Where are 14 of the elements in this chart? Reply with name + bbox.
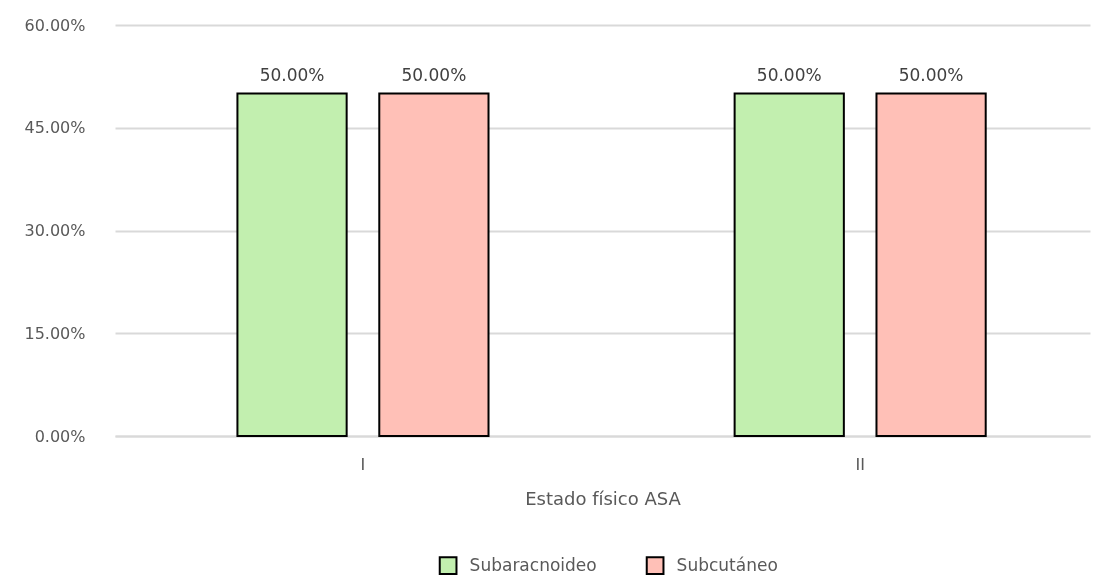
y-tick-label: 0.00% <box>34 426 86 446</box>
x-axis-title: Estado físico ASA <box>525 487 682 509</box>
y-tick-label: 60.00% <box>24 15 86 35</box>
data-label: 50.00% <box>259 64 325 85</box>
y-tick-label: 30.00% <box>24 221 86 240</box>
y-tick-label: 45.00% <box>24 118 86 138</box>
legend-label: Subaracnoideo <box>469 554 597 575</box>
x-tick-label: I <box>360 454 366 474</box>
data-label: 50.00% <box>401 64 467 85</box>
x-tick-label: II <box>855 454 865 474</box>
data-label: 50.00% <box>756 64 822 85</box>
legend-label: Subcutáneo <box>676 554 778 575</box>
y-tick-label: 15.00% <box>24 323 86 343</box>
data-label: 50.00% <box>898 64 964 85</box>
